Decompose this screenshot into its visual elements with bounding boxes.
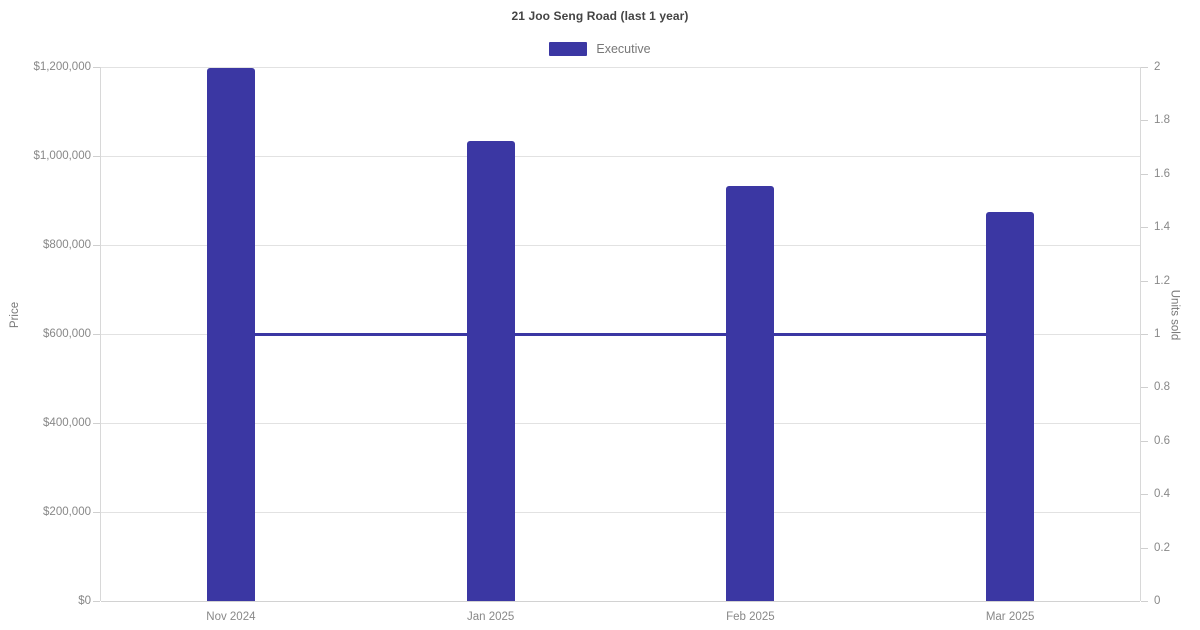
x-axis-tick-label: Feb 2025: [726, 611, 775, 623]
y-axis-left-tick-mark: [93, 334, 100, 335]
chart-legend: Executive: [0, 42, 1200, 56]
gridline: [101, 601, 1140, 602]
y-axis-left-tick-label: $200,000: [43, 506, 91, 518]
y-axis-right-tick-label: 0.6: [1154, 434, 1170, 447]
bar[interactable]: [986, 212, 1035, 601]
y-axis-left-tick-label: $1,000,000: [33, 150, 91, 162]
y-axis-right-tick-mark: [1141, 494, 1148, 496]
y-axis-right-tick-label: 1: [1154, 328, 1161, 340]
legend-item-executive[interactable]: Executive: [549, 42, 651, 56]
axis-right-line: [1140, 67, 1141, 601]
y-axis-right-tick-label: 1.2: [1154, 274, 1170, 287]
gridline: [101, 67, 1140, 68]
line-segment[interactable]: [230, 332, 1011, 336]
y-axis-right-tick-label: 0.2: [1154, 541, 1170, 554]
y-axis-right-tick-label: 0.4: [1154, 488, 1170, 501]
y-axis-right-title: Units sold: [1167, 289, 1180, 341]
y-axis-right-tick-label: 0: [1154, 595, 1161, 607]
y-axis-left-tick-label: $0: [78, 595, 91, 607]
y-axis-right-tick-mark: [1141, 334, 1148, 335]
y-axis-right-tick-mark: [1141, 601, 1148, 602]
y-axis-left-tick-label: $400,000: [43, 417, 91, 429]
y-axis-left-tick-mark: [93, 67, 100, 68]
y-axis-left-tick-mark: [93, 601, 100, 602]
x-axis-tick-label: Mar 2025: [985, 611, 1035, 623]
y-axis-left-tick-mark: [93, 156, 100, 157]
y-axis-right-tick-mark: [1141, 227, 1148, 229]
legend-swatch-icon: [549, 42, 588, 56]
bar[interactable]: [726, 186, 775, 601]
y-axis-right-tick-mark: [1141, 387, 1148, 389]
y-axis-right-tick-mark: [1141, 547, 1148, 549]
axis-left-line: [100, 67, 101, 601]
y-axis-right-tick-mark: [1141, 67, 1148, 68]
y-axis-left-tick-mark: [93, 423, 100, 424]
gridline: [101, 245, 1140, 246]
y-axis-left-title: Price: [9, 301, 22, 329]
y-axis-right-tick-label: 2: [1154, 61, 1161, 73]
y-axis-right-tick-label: 1.4: [1154, 221, 1170, 234]
gridline: [101, 156, 1140, 157]
y-axis-left-tick-label: $600,000: [43, 328, 91, 340]
y-axis-left-tick-label: $800,000: [43, 239, 91, 251]
y-axis-right-tick-label: 1.8: [1154, 114, 1170, 127]
chart-title: 21 Joo Seng Road (last 1 year): [511, 9, 689, 23]
y-axis-right-tick-mark: [1141, 120, 1148, 122]
plot-area: [100, 67, 1141, 602]
y-axis-right-tick-label: 1.6: [1154, 167, 1170, 180]
y-axis-right-tick-mark: [1141, 440, 1148, 442]
y-axis-left-tick-mark: [93, 245, 100, 246]
y-axis-right-tick-mark: [1141, 173, 1148, 175]
gridline: [101, 512, 1140, 513]
y-axis-left-tick-label: $1,200,000: [33, 61, 91, 73]
y-axis-right-tick-label: 0.8: [1154, 381, 1170, 394]
gridline: [101, 423, 1140, 424]
legend-item-label: Executive: [596, 42, 651, 56]
y-axis-left-tick-mark: [93, 512, 100, 513]
y-axis-right-tick-mark: [1141, 280, 1148, 282]
bar[interactable]: [466, 140, 515, 601]
x-axis-tick-label: Jan 2025: [466, 611, 515, 623]
x-axis-tick-label: Nov 2024: [206, 611, 256, 623]
